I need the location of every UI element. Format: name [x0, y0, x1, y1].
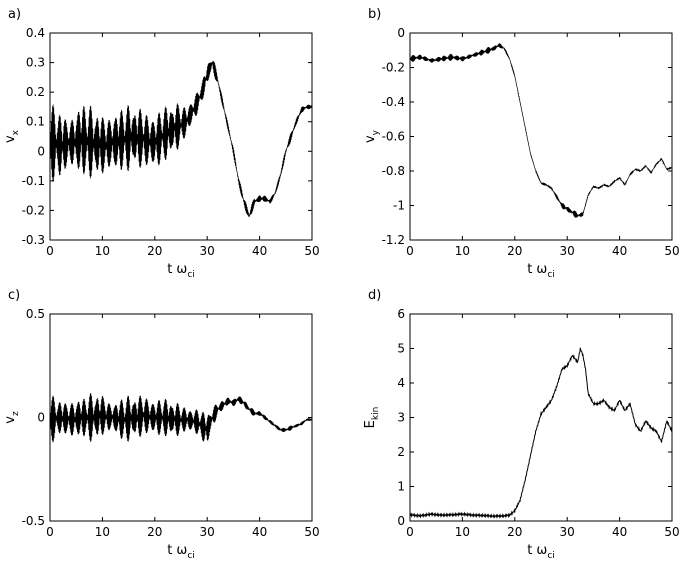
y-tick-label: 0.3 — [26, 56, 45, 70]
x-tick-label: 40 — [612, 525, 627, 539]
y-tick-label: 0.5 — [26, 307, 45, 321]
x-tick-label: 20 — [147, 244, 162, 258]
series-line-0 — [410, 347, 672, 519]
y-axis-label-subscript: y — [371, 129, 381, 135]
panel-letter: b) — [368, 7, 381, 22]
series-line-0 — [50, 393, 312, 443]
y-tick-label: 3 — [397, 411, 405, 425]
y-tick-label: 1 — [397, 480, 405, 494]
x-tick-label: 0 — [46, 525, 54, 539]
y-tick-label: 0 — [397, 514, 405, 528]
y-tick-label: -0.2 — [22, 203, 45, 217]
x-axis-label-subscript: ci — [187, 270, 194, 280]
x-tick-label: 40 — [252, 244, 267, 258]
x-tick-label: 50 — [304, 244, 319, 258]
x-tick-label: 10 — [455, 244, 470, 258]
x-axis-label: t ωci — [527, 543, 555, 561]
x-tick-label: 0 — [46, 244, 54, 258]
y-tick-label: -0.8 — [382, 164, 405, 178]
x-tick-label: 20 — [147, 525, 162, 539]
y-tick-label: -1.2 — [382, 233, 405, 247]
y-tick-label: -0.5 — [22, 514, 45, 528]
axes-box — [409, 313, 673, 522]
x-tick-label: 30 — [200, 525, 215, 539]
x-axis-label-subscript: ci — [547, 551, 554, 561]
x-tick-label: 20 — [507, 525, 522, 539]
axes-box — [49, 32, 313, 241]
y-axis-label: vz — [3, 411, 21, 424]
x-tick-label: 40 — [252, 525, 267, 539]
x-tick-label: 0 — [406, 244, 414, 258]
y-tick-label: -0.1 — [22, 174, 45, 188]
panel-d: 0 10 20 30 40 50 0 1 2 3 4 5 6 t ωci Ekin d) — [363, 288, 680, 561]
y-axis-label-subscript: x — [11, 129, 21, 135]
x-tick-label: 30 — [560, 525, 575, 539]
y-tick-label: 0 — [37, 144, 45, 158]
x-tick-label: 30 — [200, 244, 215, 258]
x-tick-label: 10 — [95, 244, 110, 258]
x-tick-label: 50 — [664, 244, 679, 258]
y-tick-label: -0.6 — [382, 130, 405, 144]
y-tick-label: -0.3 — [22, 233, 45, 247]
x-tick-label: 30 — [560, 244, 575, 258]
y-axis-label-subscript: z — [11, 411, 21, 416]
series-line-0 — [50, 61, 312, 218]
x-tick-label: 10 — [95, 525, 110, 539]
x-axis-label: t ωci — [167, 543, 195, 561]
x-tick-label: 10 — [455, 525, 470, 539]
x-tick-label: 50 — [304, 525, 319, 539]
y-tick-label: 4 — [397, 376, 405, 390]
y-tick-label: -0.2 — [382, 61, 405, 75]
y-axis-label-subscript: kin — [371, 407, 381, 420]
panel-letter: a) — [8, 7, 21, 22]
y-tick-label: 0 — [397, 26, 405, 40]
y-tick-label: 2 — [397, 445, 405, 459]
panel-letter: d) — [368, 288, 381, 303]
x-axis-label: t ωci — [527, 262, 555, 280]
y-axis-label: vx — [3, 129, 21, 143]
axes-box — [409, 32, 673, 241]
x-tick-label: 0 — [406, 525, 414, 539]
x-axis-label: t ωci — [167, 262, 195, 280]
x-axis-label-subscript: ci — [547, 270, 554, 280]
y-tick-label: 0 — [37, 411, 45, 425]
y-tick-label: 0.1 — [26, 115, 45, 129]
panel-letter: c) — [8, 288, 20, 303]
y-tick-label: 6 — [397, 307, 405, 321]
y-tick-label: 0.2 — [26, 85, 45, 99]
y-tick-label: 5 — [397, 342, 405, 356]
panel-b: 0 10 20 30 40 50 -1.2 -1 -0.8 -0.6 -0.4 -0.2 0 t ωci v… — [363, 7, 680, 280]
x-axis-label-subscript: ci — [187, 551, 194, 561]
x-tick-label: 20 — [507, 244, 522, 258]
x-tick-label: 40 — [612, 244, 627, 258]
series-line-0 — [410, 43, 672, 218]
x-tick-label: 50 — [664, 525, 679, 539]
panel-a: 0 10 20 30 40 50 -0.3 -0.2 -0.1 0 0.1 0.2 0.3 0.4 t ωc… — [3, 7, 320, 280]
y-tick-label: -0.4 — [382, 95, 405, 109]
y-axis-label: vy — [363, 129, 381, 143]
y-tick-label: 0.4 — [26, 26, 45, 40]
y-axis-label: Ekin — [363, 407, 381, 429]
y-tick-label: -1 — [393, 199, 405, 213]
